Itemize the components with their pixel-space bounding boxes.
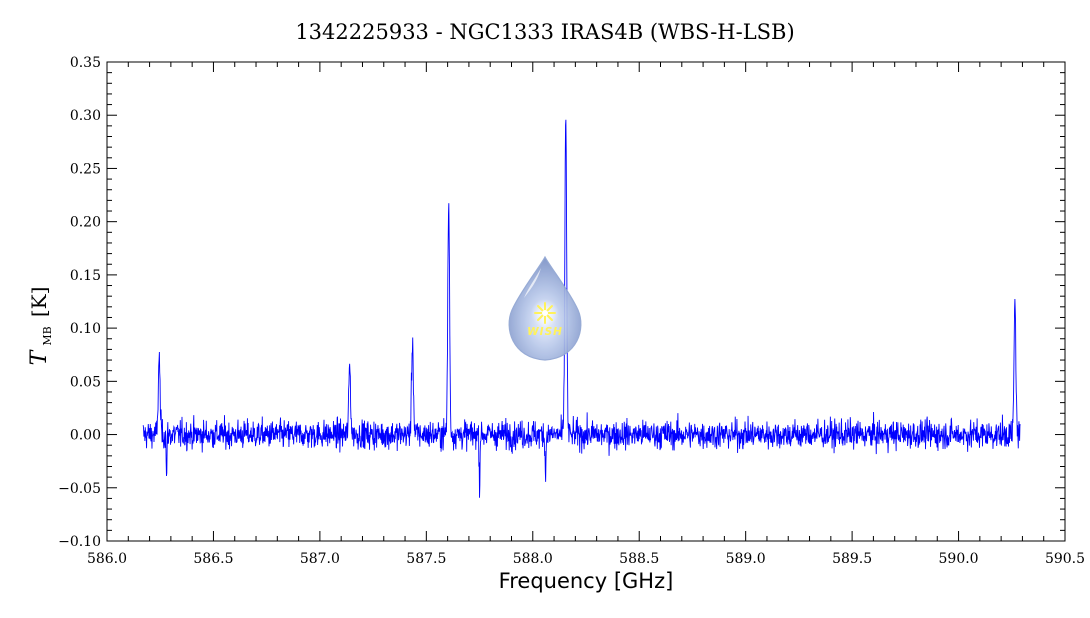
x-tick-label: 589.0 — [726, 551, 766, 567]
plot-frame — [106, 61, 1066, 542]
y-axis-ticks — [107, 61, 1065, 542]
x-tick-label: 590.0 — [939, 551, 979, 567]
x-tick-label: 587.0 — [300, 551, 340, 567]
y-tick-label: −0.05 — [58, 481, 101, 497]
chart-title: 1342225933 - NGC1333 IRAS4B (WBS-H-LSB) — [295, 20, 794, 44]
y-axis-label: T MB [K] — [27, 287, 55, 366]
x-tick-label: 590.5 — [1045, 551, 1085, 567]
x-tick-label: 586.5 — [193, 551, 233, 567]
y-tick-label: 0.10 — [70, 321, 101, 337]
y-tick-label: 0.25 — [70, 161, 101, 177]
y-tick-label: 0.05 — [70, 374, 101, 390]
x-tick-label: 586.0 — [87, 551, 127, 567]
x-tick-label: 589.5 — [832, 551, 872, 567]
wish-logo: WISH — [508, 255, 582, 361]
y-tick-label: 0.15 — [70, 268, 101, 284]
spectrum-series-line — [142, 119, 1021, 498]
x-tick-label: 587.5 — [406, 551, 446, 567]
x-tick-label: 588.0 — [513, 551, 553, 567]
star-core — [542, 310, 548, 316]
drop-highlight — [524, 268, 541, 298]
logo-text: WISH — [527, 326, 563, 338]
y-tick-label: 0.35 — [70, 55, 101, 71]
y-axis-label-main: T — [27, 348, 52, 365]
y-tick-label: 0.30 — [70, 108, 101, 124]
x-axis-label: Frequency [GHz] — [499, 569, 674, 593]
y-axis-label-unit: [K] — [27, 287, 51, 318]
x-tick-label: 588.5 — [619, 551, 659, 567]
x-axis-ticks — [106, 62, 1066, 541]
x-axis-tick-labels: 586.0 586.5 587.0 587.5 588.0 588.5 589.0 589.5… — [87, 551, 1085, 567]
y-axis-label-sub: MB — [41, 326, 54, 345]
y-tick-label: 0.00 — [70, 428, 101, 444]
y-axis-tick-labels: −0.10 −0.05 0.00 0.05 0.10 0.15 0.20 0.25 0.30 0.… — [58, 55, 101, 550]
y-tick-label: 0.20 — [70, 215, 101, 231]
svg-text:T MB [K]: T MB [K] — [27, 287, 55, 366]
y-tick-label: −0.10 — [58, 534, 101, 550]
